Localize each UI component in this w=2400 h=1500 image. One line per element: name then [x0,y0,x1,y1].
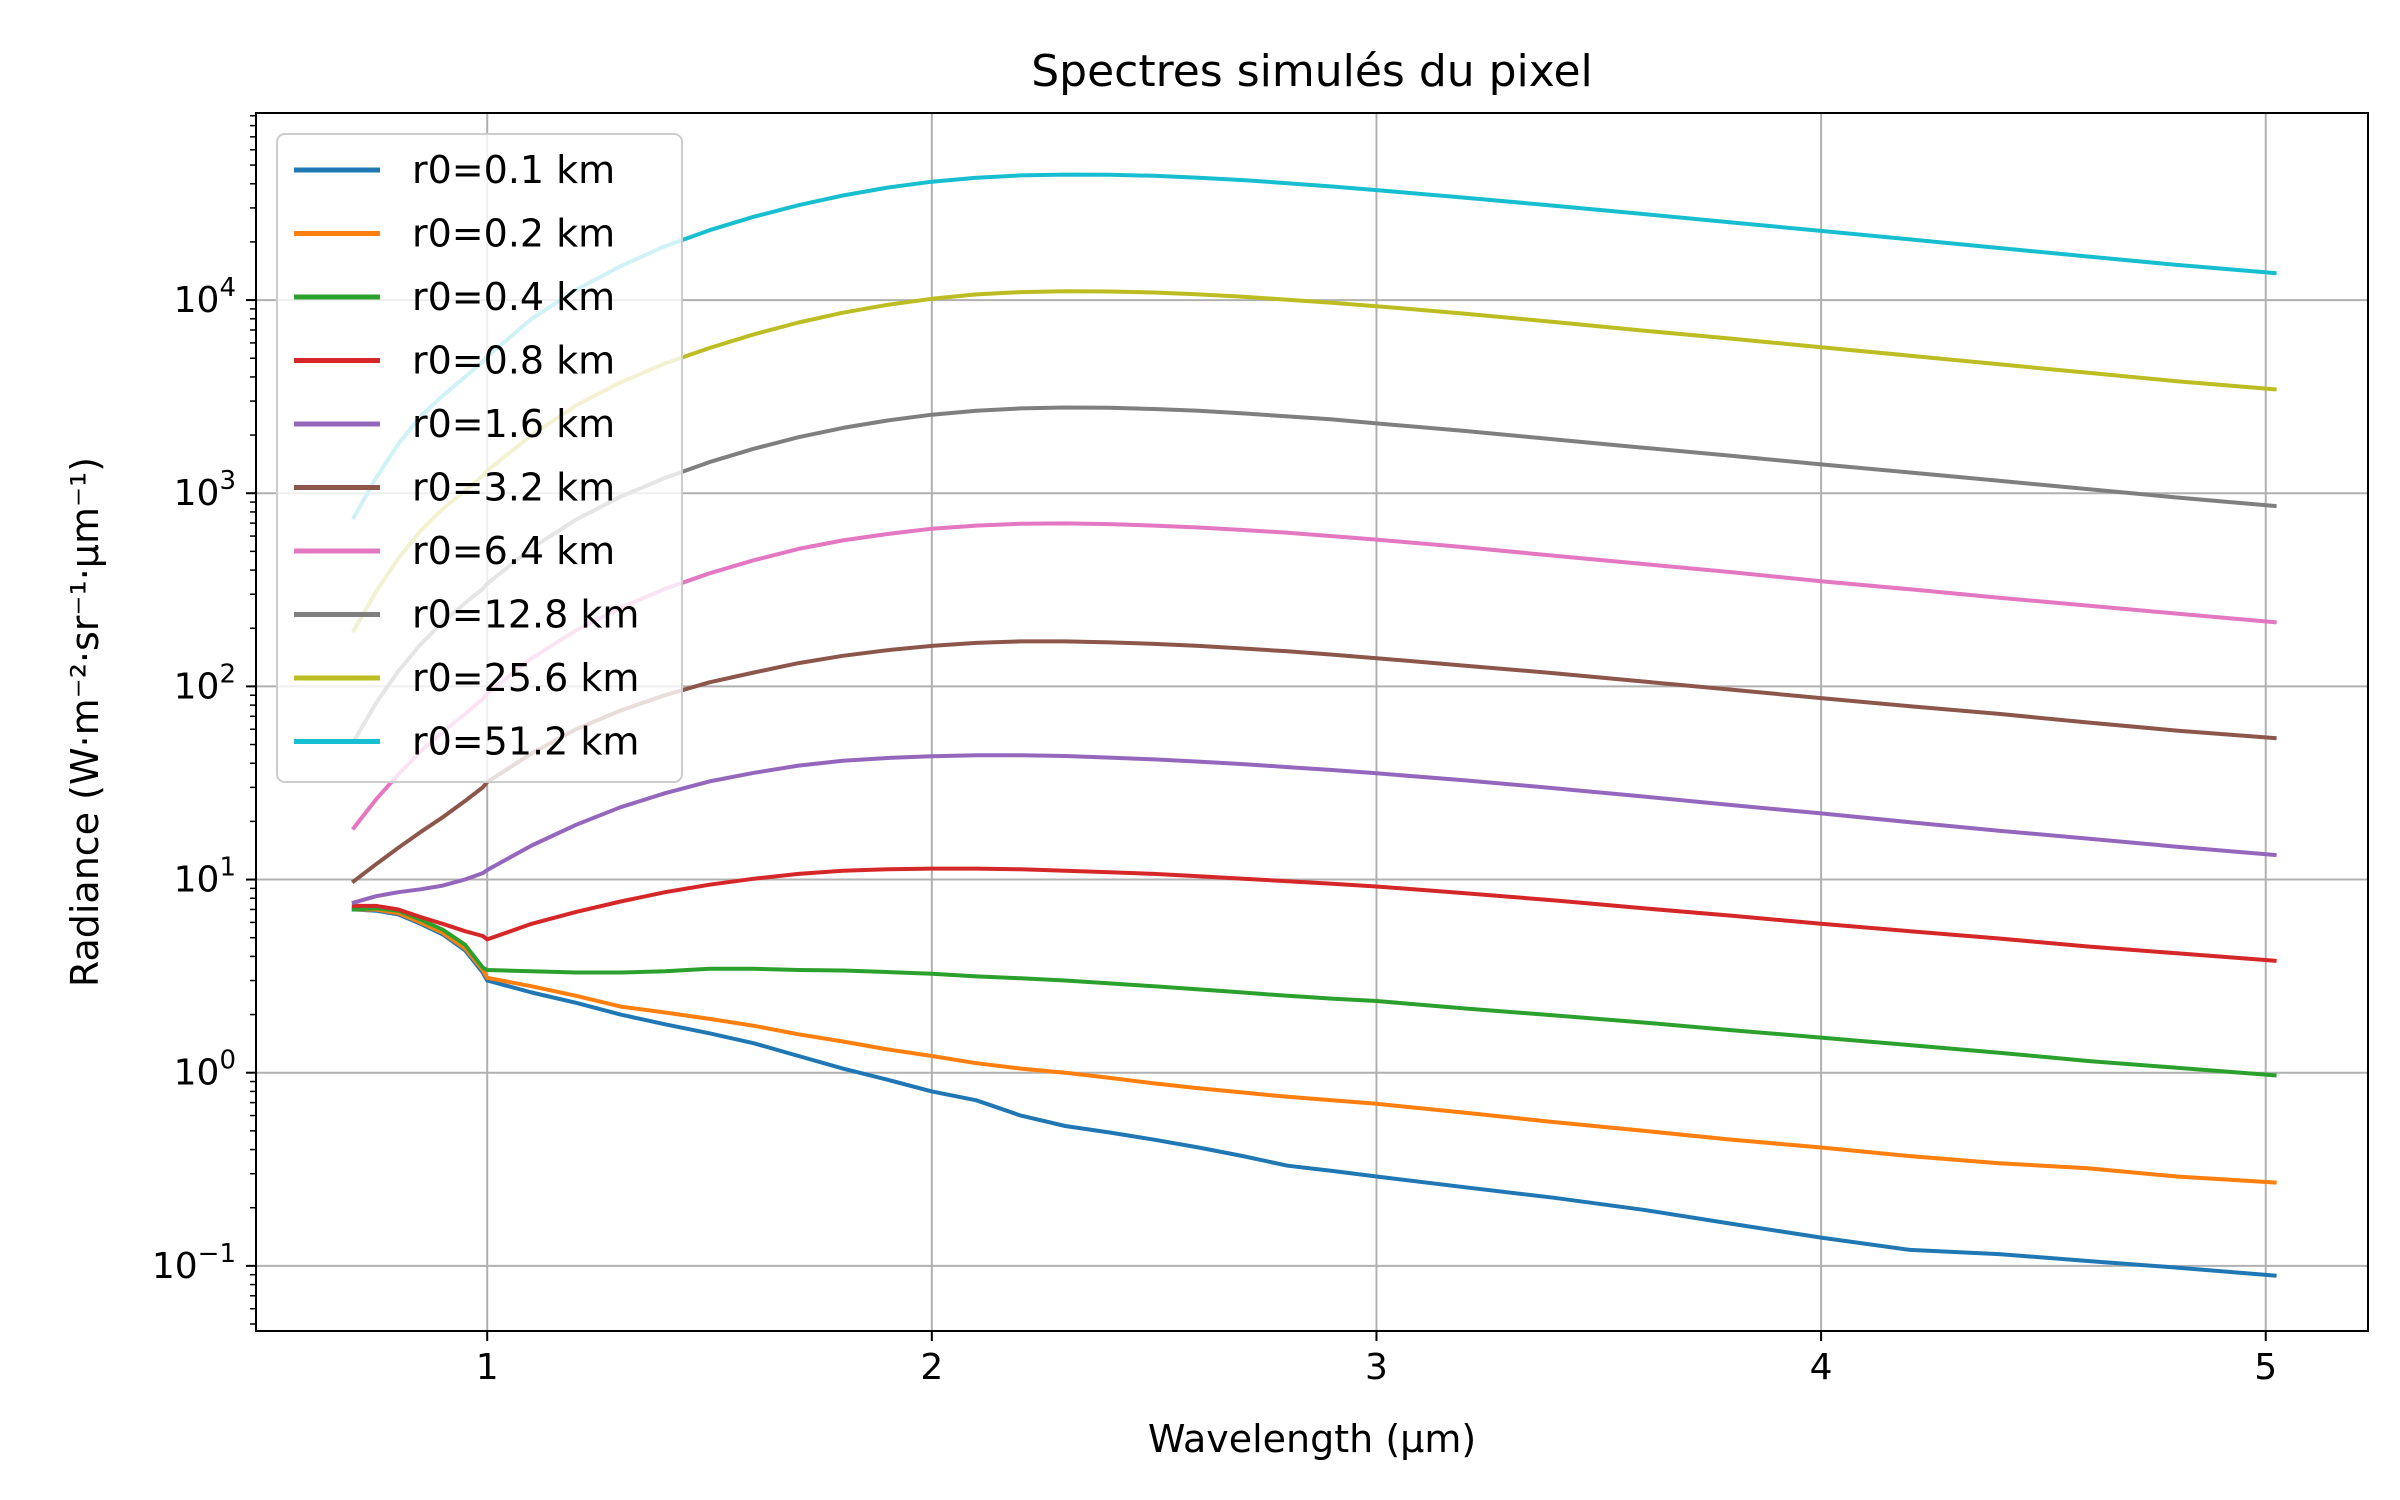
y-tick-label: 102 [174,659,236,707]
y-tick-base: 10 [152,1246,198,1287]
x-tick-label: 1 [476,1347,499,1388]
legend-label: r0=0.2 km [412,212,615,256]
legend: r0=0.1 km r0=0.2 km r0=0.4 km r0=0.8 km r0=1… [276,133,683,783]
x-tick-label: 3 [1365,1347,1388,1388]
y-tick-exponent: −1 [198,1239,236,1269]
plot-frame [255,112,2369,1332]
chart-title: Spectres simulés du pixel [1031,46,1593,97]
y-axis-label: Radiance (W·m⁻²·sr⁻¹·µm⁻¹) [63,457,107,987]
y-tick-base: 10 [174,860,220,901]
series-line [351,866,2277,963]
legend-label: r0=0.1 km [412,148,615,192]
x-tick-label: 2 [920,1347,943,1388]
y-tick-label: 101 [174,853,236,901]
y-tick-exponent: 0 [219,1046,236,1076]
y-tick-base: 10 [174,1053,220,1094]
y-tick-exponent: 1 [219,853,236,883]
y-tick-label: 104 [174,273,236,321]
y-tick-exponent: 3 [219,466,236,496]
series-line [351,907,2277,1185]
legend-label: r0=0.8 km [412,339,615,383]
legend-label: r0=0.4 km [412,275,615,319]
y-tick-exponent: 4 [219,273,236,303]
x-tick-label: 5 [2254,1347,2277,1388]
y-tick-label: 10−1 [152,1239,236,1287]
series-line [350,639,2277,885]
x-tick-label: 4 [1810,1347,1833,1388]
y-tick-label: 103 [174,466,236,514]
legend-label: r0=51.2 km [412,720,639,764]
y-tick-base: 10 [174,280,220,321]
y-tick-label: 100 [174,1046,236,1094]
series-line [351,906,2277,1078]
y-tick-exponent: 2 [219,659,236,689]
legend-label: r0=6.4 km [412,529,615,573]
y-tick-base: 10 [174,473,220,514]
legend-label: r0=3.2 km [412,466,615,510]
legend-label: r0=1.6 km [412,402,615,446]
legend-label: r0=12.8 km [412,593,639,637]
y-tick-base: 10 [174,666,220,707]
series-line [351,753,2277,906]
legend-label: r0=25.6 km [412,656,639,700]
x-axis-label: Wavelength (µm) [1148,1417,1476,1461]
